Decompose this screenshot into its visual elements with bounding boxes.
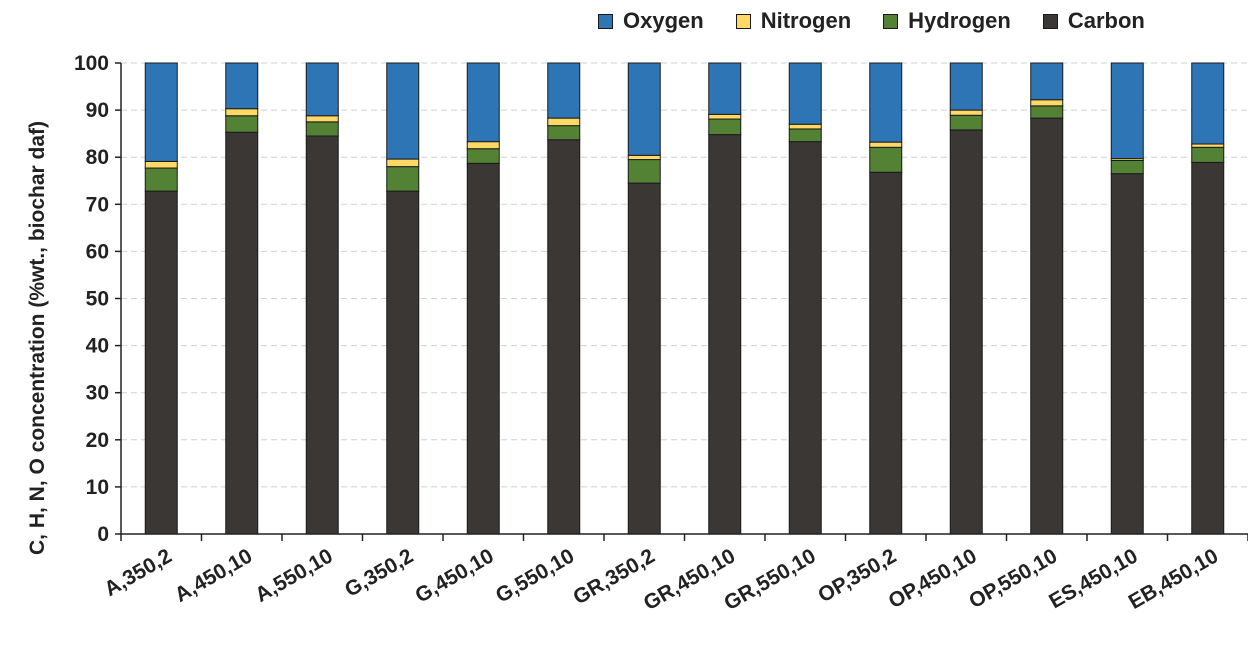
x-tick-label: OP,450,10	[885, 544, 981, 613]
x-tick-label: A,550,10	[251, 544, 336, 607]
x-tick-label: GR,550,10	[720, 544, 819, 615]
legend-label: Oxygen	[623, 8, 704, 33]
bar-hydrogen-11	[1030, 105, 1064, 119]
bar-nitrogen-3	[386, 158, 420, 168]
bar-nitrogen-10	[949, 109, 983, 116]
bar-carbon-7	[708, 134, 742, 535]
legend-label: Carbon	[1067, 8, 1145, 33]
y-tick-label: 80	[86, 146, 109, 169]
bar-carbon-13	[1191, 161, 1225, 535]
bar-nitrogen-11	[1030, 99, 1064, 107]
bar-nitrogen-1	[225, 108, 259, 117]
bar-hydrogen-1	[225, 115, 259, 133]
x-tick-label: A,350,2	[101, 544, 176, 601]
bar-nitrogen-7	[708, 113, 742, 120]
bar-hydrogen-5	[547, 125, 581, 141]
y-tick-label: 10	[86, 476, 109, 499]
legend-item-nitrogen: Nitrogen	[735, 8, 852, 34]
y-tick-label: 70	[86, 193, 109, 216]
bar-oxygen-12	[1110, 62, 1144, 160]
y-tick-label: 20	[86, 429, 109, 452]
bar-carbon-1	[225, 131, 259, 535]
bar-carbon-4	[466, 162, 500, 535]
bar-carbon-0	[144, 190, 178, 535]
bar-hydrogen-0	[144, 167, 178, 192]
x-tick-label: ES,450,10	[1045, 544, 1141, 613]
y-tick-label: 60	[86, 240, 109, 263]
bar-carbon-6	[627, 182, 661, 535]
bar-carbon-3	[386, 190, 420, 535]
bar-carbon-8	[788, 141, 822, 535]
bar-hydrogen-4	[466, 148, 500, 164]
legend-swatch-carbon	[1042, 13, 1058, 29]
bar-hydrogen-13	[1191, 146, 1225, 163]
bar-carbon-9	[869, 171, 903, 535]
bar-oxygen-2	[305, 62, 339, 117]
legend-item-hydrogen: Hydrogen	[883, 8, 1011, 34]
bar-nitrogen-6	[627, 154, 661, 161]
bar-nitrogen-0	[144, 160, 178, 169]
bar-oxygen-4	[466, 62, 500, 143]
bar-hydrogen-7	[708, 118, 742, 136]
bar-oxygen-1	[225, 62, 259, 110]
bar-oxygen-11	[1030, 62, 1064, 101]
bar-nitrogen-8	[788, 123, 822, 130]
bar-oxygen-3	[386, 62, 420, 160]
bar-oxygen-5	[547, 62, 581, 119]
legend-swatch-nitrogen	[735, 13, 751, 29]
bar-nitrogen-9	[869, 141, 903, 148]
y-tick-label: 90	[86, 99, 109, 122]
bar-oxygen-7	[708, 62, 742, 115]
y-tick-label: 0	[97, 523, 109, 546]
y-tick-label: 30	[86, 382, 109, 405]
chart-legend: Oxygen Nitrogen Hydrogen Carbon	[598, 8, 1145, 34]
legend-item-oxygen: Oxygen	[598, 8, 704, 34]
bar-carbon-2	[305, 135, 339, 535]
bar-hydrogen-3	[386, 166, 420, 192]
bar-carbon-10	[949, 129, 983, 535]
x-tick-label: GR,450,10	[640, 544, 739, 615]
bar-hydrogen-2	[305, 121, 339, 137]
bar-carbon-12	[1110, 173, 1144, 535]
bar-nitrogen-5	[547, 117, 581, 127]
x-tick-label: OP,550,10	[965, 544, 1061, 613]
bar-hydrogen-6	[627, 159, 661, 184]
x-tick-label: A,450,10	[171, 544, 256, 607]
bar-carbon-11	[1030, 117, 1064, 535]
bar-oxygen-6	[627, 62, 661, 156]
x-tick-label: G,350,2	[341, 544, 417, 601]
y-tick-label: 50	[86, 288, 109, 311]
bar-hydrogen-8	[788, 128, 822, 143]
x-tick-label: EB,450,10	[1125, 544, 1222, 614]
bar-hydrogen-9	[869, 146, 903, 173]
bar-carbon-5	[547, 139, 581, 535]
bar-nitrogen-2	[305, 115, 339, 123]
legend-swatch-hydrogen	[883, 13, 899, 29]
x-tick-label: G,450,10	[411, 544, 497, 607]
bar-oxygen-9	[869, 62, 903, 143]
bar-hydrogen-12	[1110, 159, 1144, 175]
bar-oxygen-0	[144, 62, 178, 162]
bar-oxygen-8	[788, 62, 822, 125]
bar-oxygen-13	[1191, 62, 1225, 145]
legend-swatch-oxygen	[598, 13, 613, 29]
bar-hydrogen-10	[949, 114, 983, 131]
y-tick-label: 40	[86, 335, 109, 358]
bar-nitrogen-4	[466, 141, 500, 150]
legend-label: Nitrogen	[760, 8, 852, 33]
x-tick-label: G,550,10	[492, 544, 578, 607]
bar-oxygen-10	[949, 62, 983, 111]
legend-label: Hydrogen	[908, 8, 1011, 33]
y-tick-label: 100	[74, 52, 109, 75]
legend-item-carbon: Carbon	[1042, 8, 1145, 34]
